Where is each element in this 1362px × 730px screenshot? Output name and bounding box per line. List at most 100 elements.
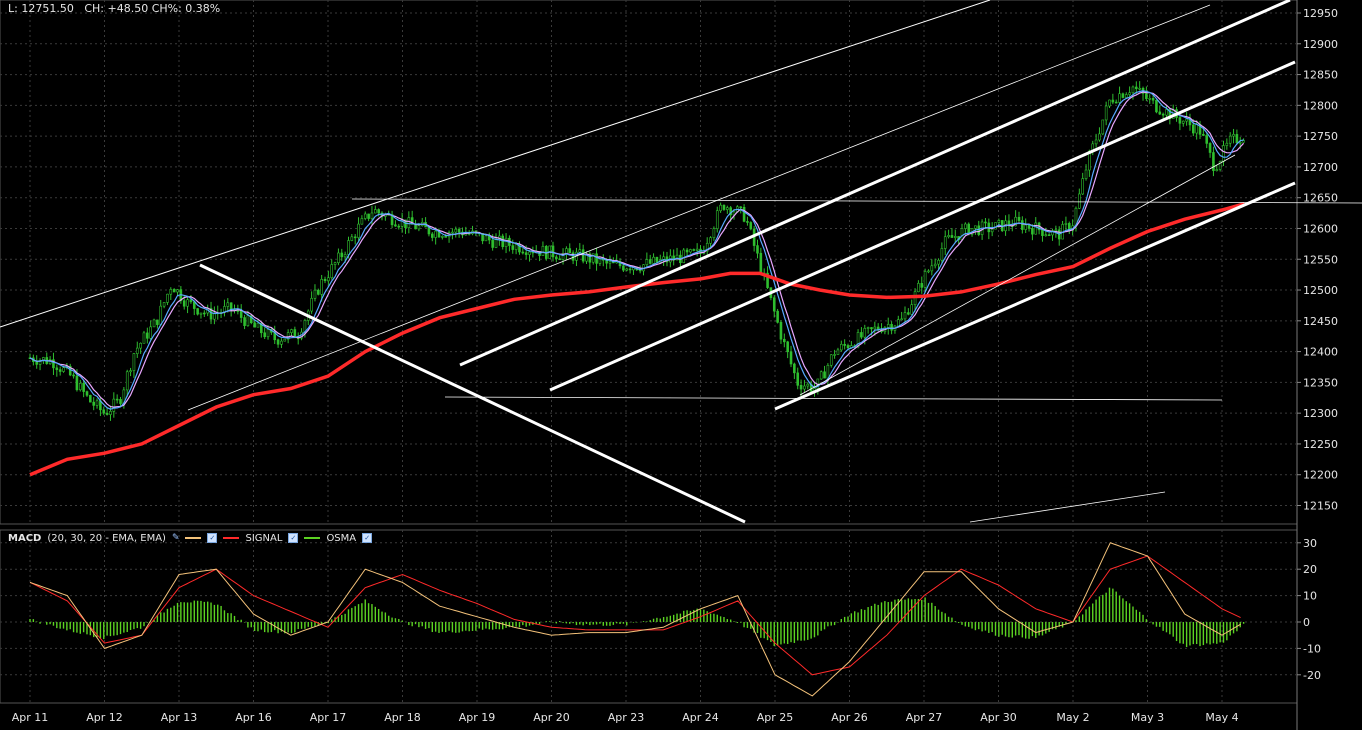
candle-body [397,225,401,228]
candle-body [1111,99,1115,103]
candle-body [1064,223,1068,225]
macd-params: (20, 30, 20 - EMA, EMA) [47,532,166,544]
candle-body [203,312,206,315]
candle-body [937,259,940,265]
candle-body [1145,93,1148,99]
x-tick-label: May 3 [1131,711,1164,724]
candle-body [997,220,1001,223]
candle-body [571,252,575,261]
x-tick-label: Apr 12 [86,711,123,724]
macd-visible-checkbox[interactable]: ✓ [207,533,218,543]
candle-body [1178,117,1182,124]
candle-body [551,245,555,258]
candle-body [394,224,397,227]
candle-body [350,236,354,241]
candle-body [1218,161,1222,170]
macd-y-tick-label: -20 [1303,669,1321,682]
price-y-tick-label: 12300 [1303,407,1338,420]
drawn-trendline [459,0,1291,367]
candle-body [953,236,957,238]
candle-body [1024,224,1027,230]
candle-body [1155,99,1158,113]
candle-body [984,221,987,224]
candle-body [125,371,129,391]
candle-body [407,217,411,229]
candles-group [28,81,1245,421]
candle-body [343,254,347,258]
signal-visible-checkbox[interactable]: ✓ [288,533,299,543]
osma-visible-checkbox[interactable]: ✓ [362,533,373,543]
candle-body [313,289,317,299]
candle-body [829,354,833,366]
candle-body [930,265,934,272]
candle-body [1021,220,1024,230]
candle-body [1232,134,1235,137]
candle-body [1108,99,1111,107]
candle-body [866,327,870,329]
drawn-trendline [187,4,1211,411]
candle-body [1101,119,1105,135]
candle-body [236,310,240,312]
candle-body [169,289,173,295]
candle-body [682,249,686,264]
price-y-tick-label: 12900 [1303,38,1338,51]
candle-body [568,248,572,254]
candle-body [1051,230,1054,236]
candle-body [923,271,927,288]
candle-body [410,217,414,225]
price-y-tick-label: 12400 [1303,346,1338,359]
drawn-trendline [969,491,1166,523]
price-y-tick-label: 12600 [1303,222,1338,235]
candle-body [746,221,749,223]
candle-body [863,328,867,338]
candle-body [588,253,592,263]
candle-body [843,343,846,346]
candle-body [903,312,907,320]
candle-body [132,353,136,371]
candle-body [685,249,689,253]
candle-body [55,367,59,370]
x-tick-label: Apr 20 [533,711,570,724]
candle-body [803,385,806,390]
candle-body [786,341,789,353]
candle-body [1225,142,1229,146]
drawn-trendline [444,396,1223,401]
signal-line [29,555,1241,676]
candle-body [662,256,665,260]
slow-moving-average-line [29,91,1245,408]
candle-body [1047,234,1051,237]
candle-body [1192,124,1195,134]
candle-body [689,249,692,253]
macd-y-tick-label: 0 [1303,616,1310,629]
candle-body [75,375,79,391]
candle-body [628,268,632,271]
macd-line [29,542,1241,697]
candle-body [266,329,270,338]
drawn-trendline [0,0,991,328]
candle-body [162,302,166,307]
candle-body [189,299,193,303]
candle-body [705,242,709,252]
candle-body [1094,139,1098,145]
candle-body [360,218,364,225]
candle-body [377,209,380,214]
price-y-tick-label: 12250 [1303,438,1338,451]
candle-body [578,249,582,253]
candle-body [243,317,246,326]
candle-body [1238,141,1242,144]
candle-body [793,363,796,374]
macd-y-tick-label: 20 [1303,563,1317,576]
price-panel-frame [0,0,1298,525]
candle-body [1151,98,1155,101]
candle-body [1215,169,1219,171]
candle-body [595,253,598,264]
candle-body [977,225,981,235]
x-tick-label: Apr 13 [161,711,198,724]
candle-body [374,209,377,214]
candle-body [950,235,954,238]
candle-body [129,370,132,373]
candle-body [504,237,508,247]
wrench-icon[interactable]: ✎ [171,533,180,543]
candle-body [441,236,444,238]
